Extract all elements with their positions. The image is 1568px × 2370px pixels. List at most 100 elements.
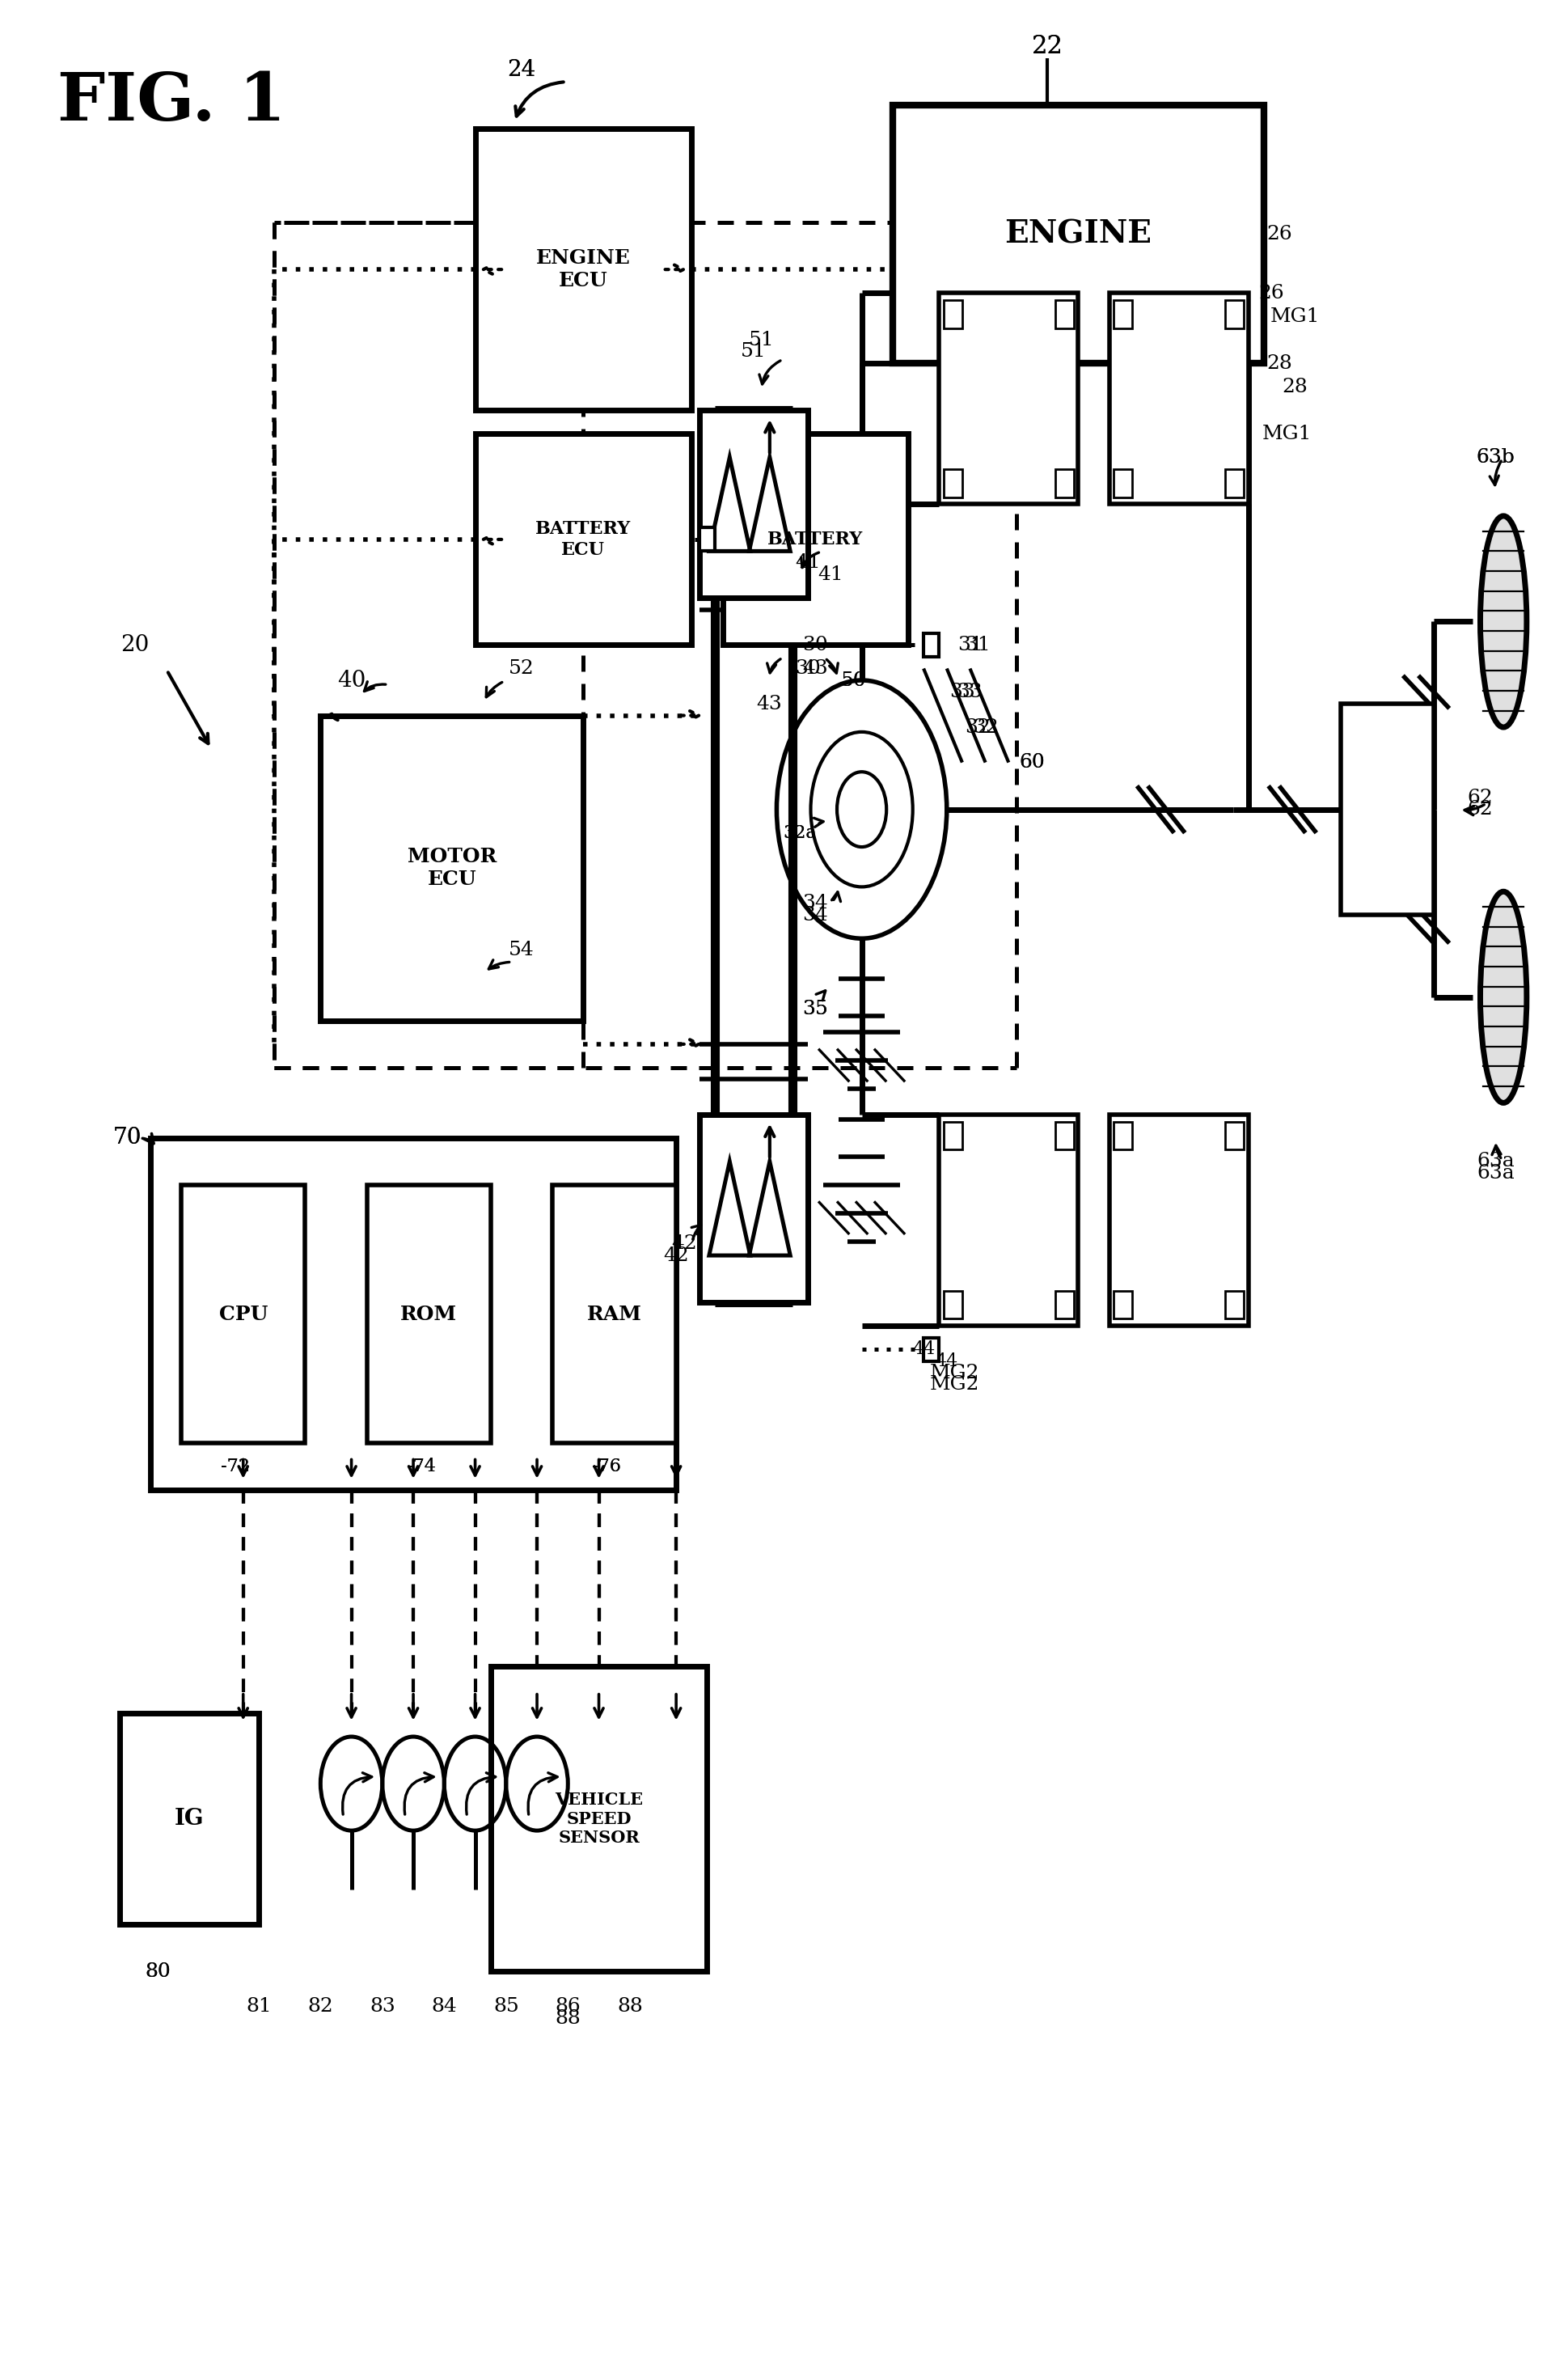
Text: IG: IG: [174, 1808, 204, 1830]
Text: BATTERY
ECU: BATTERY ECU: [535, 521, 630, 559]
Ellipse shape: [1480, 517, 1526, 728]
Bar: [1054, 1292, 1073, 1318]
Bar: [699, 1114, 808, 1304]
Text: 41: 41: [817, 566, 844, 583]
Text: 63b: 63b: [1475, 448, 1515, 467]
Text: 26: 26: [1258, 284, 1284, 303]
Text: 40: 40: [337, 668, 365, 692]
Bar: [1054, 469, 1073, 498]
Text: 60: 60: [1019, 754, 1044, 773]
Bar: [892, 104, 1264, 363]
Text: MG2: MG2: [930, 1375, 978, 1394]
Text: 80: 80: [146, 1962, 171, 1981]
Bar: [320, 716, 583, 1021]
Bar: [475, 128, 691, 410]
Text: 51: 51: [748, 329, 773, 348]
Text: 43: 43: [756, 694, 781, 713]
Bar: [491, 1666, 707, 1972]
Text: 34: 34: [803, 893, 828, 912]
Bar: [1113, 301, 1132, 327]
Bar: [944, 301, 961, 327]
Text: 32: 32: [964, 718, 989, 737]
Bar: [924, 1337, 939, 1360]
Text: 80: 80: [146, 1962, 171, 1981]
Text: -76: -76: [591, 1458, 621, 1477]
Text: -72: -72: [221, 1458, 249, 1477]
Text: MG1: MG1: [1269, 308, 1319, 325]
Text: 88: 88: [616, 1998, 643, 2017]
Text: MG2: MG2: [930, 1363, 978, 1382]
Text: 51: 51: [740, 341, 765, 360]
Text: VEHICLE
SPEED
SENSOR: VEHICLE SPEED SENSOR: [555, 1792, 643, 1846]
Text: 35: 35: [803, 1000, 828, 1019]
Text: 42: 42: [671, 1235, 696, 1254]
Text: 63b: 63b: [1475, 448, 1515, 467]
Bar: [699, 410, 808, 597]
Text: -74: -74: [406, 1458, 436, 1477]
Text: 54: 54: [508, 941, 535, 960]
Bar: [182, 1185, 304, 1443]
Bar: [1054, 301, 1073, 327]
Text: FIG. 1: FIG. 1: [58, 71, 285, 135]
Bar: [944, 1292, 961, 1318]
Bar: [1113, 1292, 1132, 1318]
Text: 62: 62: [1466, 801, 1493, 818]
Text: ROM: ROM: [400, 1304, 456, 1325]
Ellipse shape: [1480, 891, 1526, 1102]
Text: 50: 50: [840, 671, 867, 690]
Bar: [367, 1185, 491, 1443]
Text: 70: 70: [113, 1128, 141, 1149]
Text: MOTOR
ECU: MOTOR ECU: [408, 846, 497, 889]
Text: 20: 20: [121, 635, 149, 656]
Text: 32a: 32a: [782, 825, 817, 841]
Text: 41: 41: [795, 555, 820, 571]
Text: 28: 28: [1281, 377, 1306, 396]
Text: 32: 32: [972, 718, 997, 737]
Text: 24: 24: [506, 59, 536, 81]
Text: -72: -72: [221, 1458, 249, 1477]
Text: 86: 86: [555, 1998, 580, 2017]
Bar: [1109, 1114, 1248, 1325]
Bar: [1341, 704, 1433, 915]
Text: 32a: 32a: [782, 825, 817, 841]
Bar: [924, 633, 939, 656]
Text: 84: 84: [431, 1998, 456, 2017]
Text: 82: 82: [307, 1998, 332, 2017]
Text: 70: 70: [113, 1128, 141, 1149]
Text: 44: 44: [935, 1353, 958, 1370]
Text: 62: 62: [1466, 789, 1493, 806]
Bar: [939, 1114, 1077, 1325]
Text: 63a: 63a: [1475, 1152, 1513, 1171]
Bar: [119, 1714, 259, 1924]
Text: 85: 85: [492, 1998, 519, 2017]
Text: 63a: 63a: [1475, 1164, 1513, 1183]
Bar: [1109, 294, 1248, 505]
Text: 33: 33: [949, 683, 975, 702]
Text: 44: 44: [911, 1341, 935, 1358]
Text: 22: 22: [1032, 33, 1063, 59]
Text: 50: 50: [840, 671, 867, 690]
Text: 52: 52: [508, 659, 535, 678]
Bar: [552, 1185, 676, 1443]
Text: 26: 26: [1265, 225, 1292, 244]
Text: ENGINE: ENGINE: [1004, 218, 1151, 249]
Text: -74: -74: [406, 1458, 436, 1477]
Text: 42: 42: [663, 1247, 688, 1266]
Text: BATTERY: BATTERY: [767, 531, 862, 547]
Text: 31: 31: [964, 635, 989, 654]
Bar: [1054, 1121, 1073, 1149]
Text: 60: 60: [1019, 754, 1044, 773]
Text: 22: 22: [1032, 33, 1063, 59]
Bar: [699, 529, 715, 552]
Bar: [944, 469, 961, 498]
Text: 35: 35: [803, 1000, 828, 1019]
Bar: [1225, 301, 1243, 327]
Text: MG1: MG1: [1262, 424, 1311, 443]
Text: CPU: CPU: [218, 1304, 268, 1325]
Bar: [475, 434, 691, 645]
Text: 28: 28: [1265, 353, 1292, 372]
Text: 30: 30: [803, 635, 828, 654]
Bar: [944, 1121, 961, 1149]
Text: 34: 34: [803, 905, 828, 924]
Text: 88: 88: [555, 2010, 580, 2029]
